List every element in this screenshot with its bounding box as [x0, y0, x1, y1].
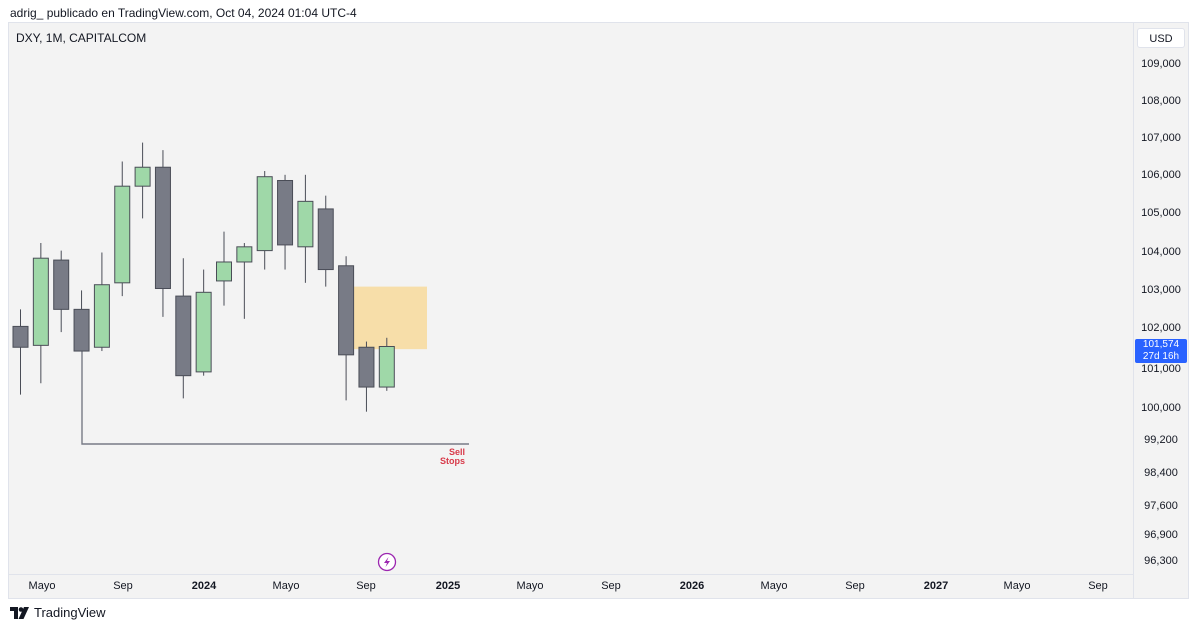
currency-selector[interactable]: USD [1137, 28, 1185, 48]
candle-body-down [338, 265, 355, 356]
candle[interactable] [256, 171, 273, 270]
candle[interactable] [338, 256, 355, 401]
candle-body-down [154, 166, 171, 290]
supply-zone[interactable] [352, 286, 427, 350]
time-tick-label: Sep [356, 580, 376, 592]
candle-body-up [378, 345, 395, 388]
candle[interactable] [277, 174, 294, 270]
price-tick-label: 103,000 [1141, 284, 1181, 296]
candle[interactable] [93, 252, 110, 352]
price-tick-label: 106,000 [1141, 169, 1181, 181]
last-price-value: 101,574 [1142, 339, 1180, 350]
candle[interactable] [236, 243, 253, 319]
candle-body-up [195, 291, 212, 373]
price-tick-label: 100,000 [1141, 402, 1181, 414]
candle-body-up [114, 185, 131, 284]
candle-body-up [134, 166, 151, 187]
candle-body-down [175, 295, 192, 377]
footer-brand[interactable]: TradingView [10, 605, 106, 620]
candle[interactable] [216, 231, 232, 306]
candle[interactable] [358, 341, 375, 412]
brand-name: TradingView [34, 605, 106, 620]
price-axis[interactable]: 109,000 108,000 107,000 106,000 105,000 104,0… [1141, 58, 1181, 567]
candle-body-down [277, 179, 294, 246]
sell-stops-line[interactable] [81, 338, 469, 445]
candle[interactable] [317, 195, 334, 287]
candle-body-up [256, 176, 273, 252]
price-tick-label: 108,000 [1141, 95, 1181, 107]
candle[interactable] [73, 290, 90, 352]
price-tick-label: 97,600 [1144, 500, 1178, 512]
candle-body-down [73, 308, 90, 352]
candle[interactable] [297, 174, 314, 283]
candle-body-down [317, 208, 334, 271]
price-tick-label: 96,900 [1144, 529, 1178, 541]
candle-body-up [93, 284, 110, 348]
price-tick-label: 109,000 [1141, 58, 1181, 70]
time-tick-label: Sep [1088, 580, 1108, 592]
last-price-tag: 101,574 27d 16h [1135, 339, 1187, 363]
candle[interactable] [378, 337, 395, 391]
candle[interactable] [195, 269, 212, 376]
candle-body-down [12, 325, 29, 348]
lightning-icon[interactable] [377, 552, 397, 572]
time-tick-label: Mayo [273, 580, 300, 592]
candle[interactable] [114, 161, 131, 297]
price-tick-label: 96,300 [1144, 555, 1178, 567]
candle[interactable] [32, 243, 49, 384]
candle[interactable] [12, 309, 29, 395]
candle[interactable] [175, 258, 192, 399]
price-tick-label: 105,000 [1141, 207, 1181, 219]
time-tick-label: Mayo [1004, 580, 1031, 592]
tradingview-logo-icon [10, 606, 29, 619]
symbol-title: DXY, 1M, CAPITALCOM [16, 31, 147, 45]
candle-body-up [236, 246, 253, 263]
time-tick-label: 2026 [680, 580, 704, 592]
price-tick-label: 98,400 [1144, 467, 1178, 479]
candle-body-up [32, 257, 49, 346]
price-tick-label: 107,000 [1141, 132, 1181, 144]
price-tick-label: 102,000 [1141, 322, 1181, 334]
time-tick-label: Mayo [29, 580, 56, 592]
time-tick-label: 2024 [192, 580, 217, 592]
time-axis[interactable]: Mayo Sep 2024 Mayo Sep 2025 Mayo Sep 2026 Mayo Sep… [29, 580, 1108, 592]
candle[interactable] [154, 150, 171, 317]
time-tick-label: 2027 [924, 580, 948, 592]
sell-stops-label: Stops [440, 456, 465, 466]
publish-header: adrig_ publicado en TradingView.com, Oct… [10, 6, 357, 20]
bar-countdown: 27d 16h [1142, 351, 1180, 362]
time-tick-label: 2025 [436, 580, 460, 592]
candle[interactable] [53, 250, 70, 333]
time-tick-label: Sep [113, 580, 133, 592]
candle-body-down [53, 259, 70, 310]
candle[interactable] [134, 142, 151, 219]
time-tick-label: Mayo [761, 580, 788, 592]
sell-stops-label: Sell [449, 447, 465, 457]
time-tick-label: Mayo [517, 580, 544, 592]
candle-body-down [358, 346, 375, 388]
price-tick-label: 104,000 [1141, 246, 1181, 258]
price-tick-label: 99,200 [1144, 434, 1178, 446]
price-tick-label: 101,000 [1141, 363, 1181, 375]
time-tick-label: Sep [601, 580, 621, 592]
candle-body-up [216, 261, 232, 282]
candle-body-up [297, 200, 314, 248]
time-tick-label: Sep [845, 580, 865, 592]
